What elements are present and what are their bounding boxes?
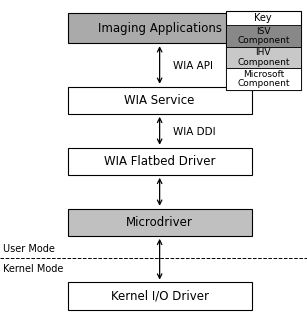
Bar bbox=[68, 282, 252, 310]
Bar bbox=[68, 209, 252, 236]
Bar bbox=[226, 47, 301, 68]
Bar bbox=[68, 13, 252, 43]
Text: Microsoft
Component: Microsoft Component bbox=[237, 70, 290, 89]
Bar bbox=[226, 25, 301, 47]
Text: IHV
Component: IHV Component bbox=[237, 48, 290, 67]
Bar bbox=[68, 148, 252, 175]
Text: Key: Key bbox=[255, 13, 272, 23]
Text: WIA Service: WIA Service bbox=[124, 94, 195, 107]
Text: ISV
Component: ISV Component bbox=[237, 27, 290, 46]
Text: Kernel Mode: Kernel Mode bbox=[3, 264, 64, 274]
Bar bbox=[226, 68, 301, 90]
Text: Microdriver: Microdriver bbox=[126, 216, 193, 229]
Text: User Mode: User Mode bbox=[3, 244, 55, 254]
Text: Imaging Applications: Imaging Applications bbox=[98, 22, 222, 35]
Bar bbox=[226, 11, 301, 90]
Text: Kernel I/O Driver: Kernel I/O Driver bbox=[111, 290, 209, 303]
Text: WIA DDI: WIA DDI bbox=[173, 127, 216, 137]
Bar bbox=[68, 87, 252, 114]
Text: WIA Flatbed Driver: WIA Flatbed Driver bbox=[104, 155, 216, 168]
Text: WIA API: WIA API bbox=[173, 61, 213, 71]
